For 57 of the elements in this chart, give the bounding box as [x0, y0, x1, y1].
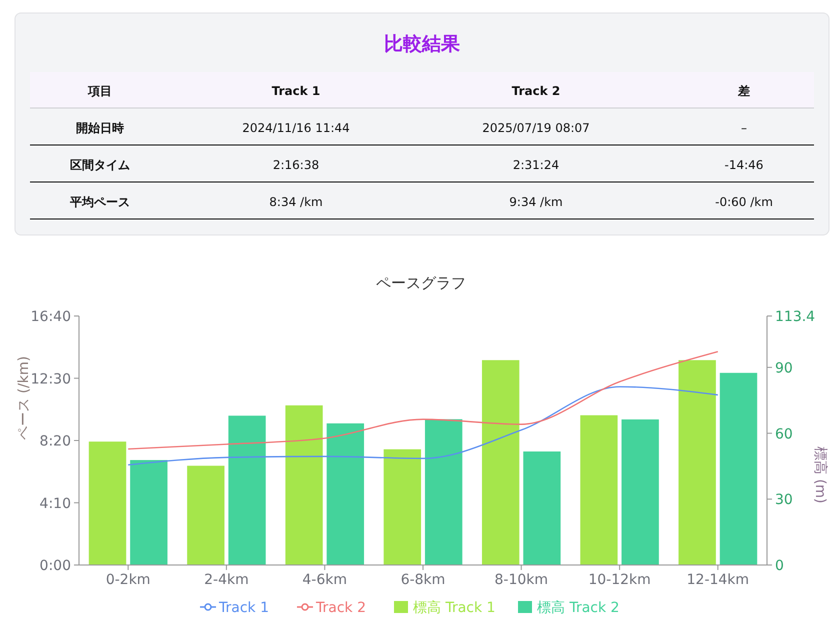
- text: -0:60 /km: [715, 195, 773, 209]
- text: 9:34 /km: [509, 195, 563, 209]
- line-series: [127, 386, 719, 466]
- y-tick-label: 0:00: [40, 558, 71, 574]
- x-tick-label: 8-10km: [494, 572, 548, 588]
- y2-axis-title: 標高 (m): [812, 446, 828, 504]
- text: 開始日時: [76, 121, 124, 135]
- category-label: 項目: [87, 84, 112, 98]
- bar: [678, 360, 716, 565]
- bar: [622, 419, 659, 565]
- text: 比較結果: [384, 33, 461, 55]
- x-tick-label: 10-12km: [588, 572, 651, 588]
- bar: [482, 360, 520, 565]
- legend-label: 標高 Track 1: [413, 600, 496, 616]
- category-label: 差: [737, 84, 750, 98]
- x-tick-label: 6-8km: [400, 572, 446, 588]
- x-tick-label: 2-4km: [204, 572, 249, 588]
- text: 2:31:24: [512, 158, 560, 172]
- text: –: [741, 121, 747, 135]
- text: -14:46: [724, 158, 764, 172]
- y-tick-label: 8:20: [40, 434, 71, 450]
- text: 2025/07/19 08:07: [482, 121, 590, 135]
- text: 8:34 /km: [269, 195, 323, 209]
- x-tick-label: 12-14km: [686, 572, 750, 588]
- y-tick-label: 12:30: [30, 371, 71, 388]
- legend-label: 標高 Track 2: [537, 600, 620, 616]
- line-series: [127, 350, 719, 450]
- y2-tick-label: 90: [775, 360, 793, 376]
- y-axis-title: ペース (/km): [16, 356, 32, 440]
- bar: [285, 405, 323, 565]
- text: 2:16:38: [272, 158, 320, 172]
- text: 区間タイム: [70, 158, 130, 172]
- bar: [130, 460, 168, 565]
- chart-title: ペースグラフ: [376, 274, 466, 292]
- y2-tick-label: 60: [775, 426, 793, 442]
- x-tick-label: 0-2km: [106, 572, 150, 588]
- y-tick-label: 4:10: [40, 496, 71, 512]
- bar: [228, 416, 266, 565]
- legend-label: Track 1: [218, 600, 269, 616]
- bar: [326, 423, 364, 565]
- legend-label: Track 2: [315, 600, 366, 616]
- bar: [384, 449, 422, 565]
- text: 平均ペース: [69, 195, 130, 209]
- bar: [424, 419, 462, 565]
- y2-tick-label: 30: [775, 492, 793, 508]
- category-label: Track 1: [272, 84, 320, 98]
- bar: [720, 372, 758, 565]
- bar: [187, 466, 224, 565]
- y2-tick-label: 113.4: [775, 309, 816, 325]
- bar: [523, 451, 561, 565]
- bar: [88, 442, 126, 565]
- x-tick-label: 4-6km: [302, 572, 348, 588]
- y2-tick-label: 0: [775, 558, 784, 574]
- text: 2024/11/16 11:44: [242, 121, 350, 135]
- category-label: Track 2: [512, 84, 560, 98]
- y-tick-label: 16:40: [30, 309, 71, 325]
- bar: [580, 415, 618, 565]
